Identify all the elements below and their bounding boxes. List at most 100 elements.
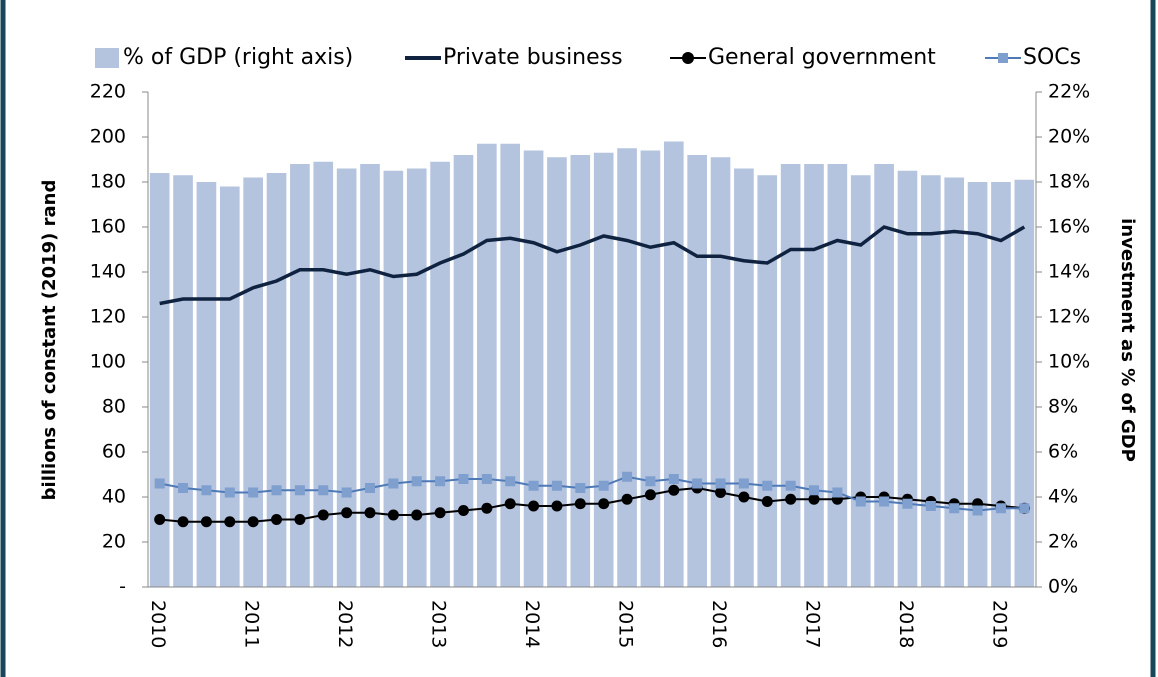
point [388,478,399,489]
point [808,493,820,505]
y-tick-label: - [119,576,126,598]
point [785,493,797,505]
bar [687,155,707,587]
point [504,498,516,510]
point [761,496,773,507]
point [551,500,563,512]
point [457,505,469,516]
y-tick-label: 200 [90,126,126,148]
y-tick-label: 20 [102,531,126,553]
bar [944,177,965,587]
bar [640,150,661,587]
point [411,476,422,487]
y2-tick-label: 8% [1048,396,1078,418]
bar [897,170,918,587]
legend-label: % of GDP (right axis) [123,45,353,70]
bar [991,182,1011,587]
bar [780,164,801,587]
bar [219,186,240,587]
y2-tick-label: 20% [1048,126,1090,148]
y2-tick-label: 4% [1048,486,1078,508]
y-tick-label: 40 [102,486,126,508]
point [154,514,166,525]
line [159,475,1025,512]
point [715,487,727,498]
y2-tick-label: 6% [1048,441,1078,463]
point [341,487,352,498]
legend-marker [682,52,694,64]
line [159,225,1026,306]
point [785,480,796,491]
x-tick-label: 2010 [147,600,169,648]
point [177,516,189,528]
point [317,509,329,521]
point [644,489,656,501]
point [341,507,353,519]
point [154,478,165,489]
legend-label: Private business [443,45,623,70]
point [364,507,376,519]
point [621,493,633,505]
point [248,487,259,498]
point [551,480,562,491]
legend-swatch [95,48,119,68]
bar [453,155,474,587]
bar [243,177,263,587]
x-tick-label: 2018 [895,600,917,648]
y-tick-label: 120 [90,306,126,328]
bar [617,148,637,587]
bar [313,161,334,587]
point [434,507,446,519]
y2-tick-label: 12% [1048,306,1090,328]
bar [360,164,380,587]
point [622,471,633,482]
point [879,496,890,507]
y2-axis-title: investment as % of GDP [1117,218,1138,462]
point [575,483,586,493]
bar [430,161,450,587]
point [668,484,680,496]
point [271,485,282,496]
bar [383,170,404,587]
x-tick-label: 2013 [428,600,450,648]
y-tick-label: 100 [90,351,126,373]
point [224,516,236,528]
bar [757,175,778,587]
point [574,498,586,510]
point [528,500,540,512]
bar [921,175,941,587]
point [972,505,983,516]
bar [850,175,871,587]
point [294,485,305,496]
legend-label: General government [708,45,936,70]
point [809,485,819,496]
point [271,514,283,525]
bar [593,152,614,587]
point [692,478,703,489]
bar [734,168,754,587]
point [1019,503,1030,514]
x-tick-label: 2012 [334,600,356,648]
point [435,476,446,487]
point [387,509,399,521]
point [762,480,773,491]
point [832,487,843,498]
point [294,514,306,525]
y2-tick-label: 10% [1048,351,1090,373]
bar [547,157,567,587]
point [902,498,913,509]
point [224,487,235,498]
bar [336,168,357,587]
y2-tick-label: 22% [1048,81,1090,103]
y2-tick-label: 18% [1048,171,1090,193]
point [365,483,375,493]
point [200,516,212,528]
x-tick-label: 2016 [708,600,730,648]
point [481,502,493,514]
point [668,474,679,484]
y2-tick-label: 0% [1048,576,1078,598]
point [925,501,936,511]
point [411,509,423,521]
y2-tick-label: 16% [1048,216,1090,238]
